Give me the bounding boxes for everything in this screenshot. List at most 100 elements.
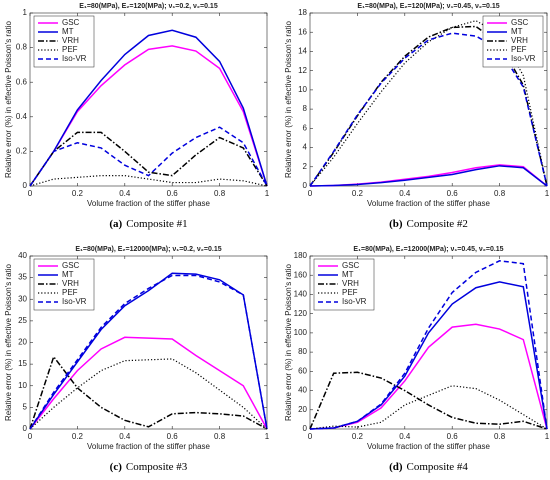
series-line (29, 355, 268, 430)
y-tick-label: 80 (298, 347, 307, 356)
x-tick-label: 0 (308, 432, 313, 441)
legend-label: PEF (511, 45, 527, 54)
y-axis-label: Relative error (%) in effective Poisson'… (4, 20, 13, 178)
x-tick-label: 0.2 (352, 189, 364, 198)
x-tick-label: 0.8 (214, 432, 226, 441)
legend-label: MT (62, 270, 74, 279)
legend-label: VRH (342, 279, 359, 288)
y-axis-label: Relative error (%) in effective Poisson'… (284, 263, 293, 421)
caption: (a) Composite #1 (109, 218, 187, 230)
legend-label: GSC (342, 261, 360, 270)
series-line (29, 274, 268, 430)
x-tick-label: 0.6 (447, 189, 459, 198)
x-tick-label: 1 (265, 189, 270, 198)
series-line (309, 371, 548, 430)
chart-title: E₁=80(MPa), E₂=120(MPa); ν₁=0.2, ν₂=0.15 (79, 3, 218, 10)
legend-label: MT (62, 27, 74, 36)
legend-label: VRH (62, 36, 79, 45)
caption: (d) Composite #4 (389, 461, 468, 473)
series-line (309, 25, 548, 187)
y-tick-label: 160 (294, 270, 308, 279)
x-axis-label: Volume fraction of the stiffer phase (367, 199, 491, 208)
x-tick-label: 0.4 (399, 432, 411, 441)
x-tick-label: 0.4 (399, 189, 411, 198)
y-tick-label: 16 (298, 27, 307, 36)
y-tick-label: 0 (303, 181, 308, 190)
x-tick-label: 0.8 (494, 189, 506, 198)
series-line (29, 126, 268, 187)
y-axis-label: Relative error (%) in effective Poisson'… (284, 20, 293, 178)
x-tick-label: 0.2 (72, 189, 84, 198)
caption-text: Composite #4 (407, 461, 469, 473)
y-tick-label: 8 (303, 104, 308, 113)
y-tick-label: 25 (18, 316, 27, 325)
caption-text: Composite #3 (126, 461, 188, 473)
x-tick-label: 0.6 (167, 432, 179, 441)
caption: (b) Composite #2 (389, 218, 468, 230)
y-tick-label: 0 (303, 424, 308, 433)
legend-label: GSC (62, 261, 80, 270)
series-line (29, 175, 268, 187)
legend-label: Iso-VR (342, 297, 367, 306)
y-tick-label: 0.4 (16, 112, 28, 121)
series-line (29, 336, 268, 430)
x-tick-label: 0.2 (352, 432, 364, 441)
x-tick-label: 0 (308, 189, 313, 198)
y-tick-label: 6 (303, 123, 308, 132)
y-tick-label: 30 (18, 294, 27, 303)
chart-title: E₁=80(MPa), E₂=120(MPa); ν₁=0.45, ν₂=0.1… (357, 3, 499, 10)
y-tick-label: 60 (298, 366, 307, 375)
x-tick-label: 1 (545, 432, 550, 441)
legend-label: GSC (62, 18, 80, 27)
series-line (29, 29, 268, 187)
legend-label: Iso-VR (511, 54, 536, 63)
x-axis-label: Volume fraction of the stiffer phase (367, 442, 491, 451)
y-tick-label: 20 (298, 405, 307, 414)
y-tick-label: 4 (303, 143, 308, 152)
y-tick-label: 20 (18, 338, 27, 347)
y-tick-label: 12 (298, 66, 307, 75)
y-tick-label: 1 (23, 8, 28, 17)
y-tick-label: 0.6 (16, 77, 28, 86)
chart-title: E₁=80(MPa), E₂=12000(MPa); ν₁=0.2, ν₂=0.… (75, 246, 221, 253)
chart-title: E₁=80(MPa), E₂=12000(MPa); ν₁=0.45, ν₂=0… (353, 246, 503, 253)
x-tick-label: 0 (28, 189, 33, 198)
y-tick-label: 40 (18, 251, 27, 260)
x-tick-label: 0.8 (214, 189, 226, 198)
caption-text: Composite #2 (407, 218, 468, 230)
legend-label: VRH (62, 279, 79, 288)
y-tick-label: 0.8 (16, 43, 28, 52)
y-tick-label: 18 (298, 8, 307, 17)
legend-label: GSC (511, 18, 529, 27)
y-tick-label: 0 (23, 424, 28, 433)
y-tick-label: 10 (298, 85, 307, 94)
y-tick-label: 2 (303, 162, 308, 171)
x-tick-label: 0.6 (447, 432, 459, 441)
x-tick-label: 0.6 (167, 189, 179, 198)
y-tick-label: 100 (294, 328, 308, 337)
series-line (29, 272, 268, 430)
caption: (c) Composite #3 (110, 461, 188, 473)
x-tick-label: 0.4 (119, 432, 131, 441)
legend-label: PEF (62, 45, 78, 54)
caption-label: (a) (109, 218, 122, 230)
legend-label: Iso-VR (62, 54, 87, 63)
series-line (309, 385, 548, 430)
x-tick-label: 0.2 (72, 432, 84, 441)
x-tick-label: 1 (545, 189, 550, 198)
series-line (309, 260, 548, 430)
legend-label: VRH (511, 36, 528, 45)
y-tick-label: 10 (18, 381, 27, 390)
x-axis-label: Volume fraction of the stiffer phase (87, 199, 211, 208)
y-tick-label: 0 (23, 181, 28, 190)
y-tick-label: 40 (298, 386, 307, 395)
y-tick-label: 0.2 (16, 147, 28, 156)
legend-label: Iso-VR (62, 297, 87, 306)
caption-label: (c) (110, 461, 123, 473)
y-axis-label: Relative error (%) in effective Poisson'… (4, 263, 13, 421)
x-tick-label: 0.4 (119, 189, 131, 198)
y-tick-label: 15 (18, 359, 27, 368)
caption-text: Composite #1 (126, 218, 187, 230)
y-tick-label: 140 (294, 290, 308, 299)
